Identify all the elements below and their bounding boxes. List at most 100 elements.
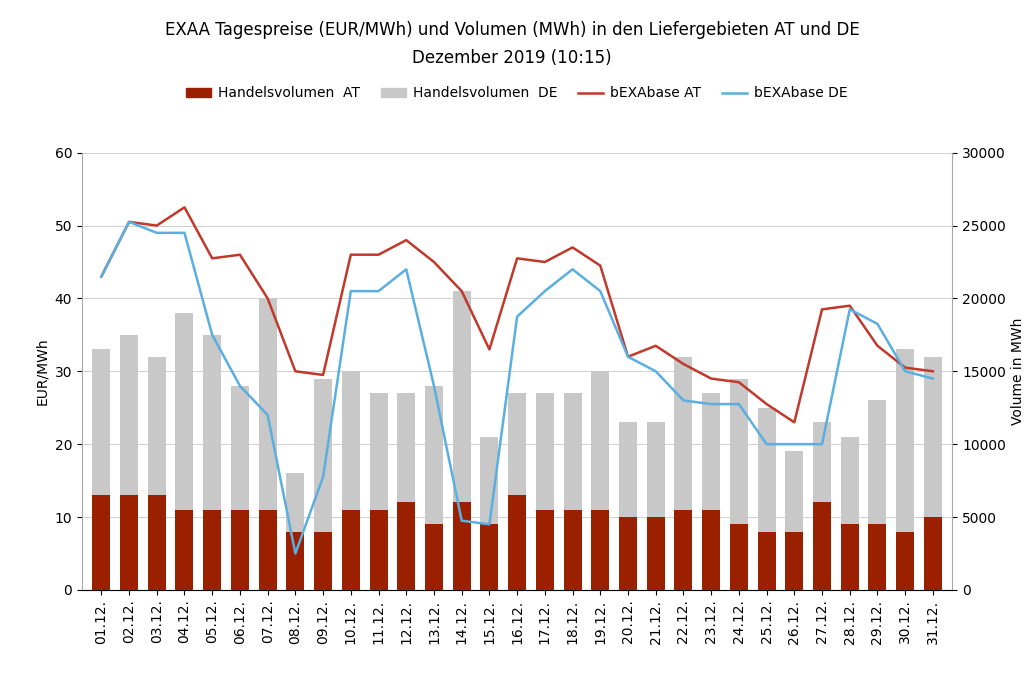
Bar	[813, 422, 831, 502]
Bar	[231, 509, 249, 590]
bEXAbase AT	[289, 367, 301, 375]
Bar	[92, 350, 111, 496]
bEXAbase AT	[95, 272, 108, 280]
bEXAbase DE	[428, 382, 440, 390]
bEXAbase AT	[511, 254, 523, 262]
bEXAbase AT	[705, 375, 717, 383]
bEXAbase DE	[566, 265, 579, 273]
Bar	[758, 407, 775, 532]
Bar	[536, 509, 554, 590]
bEXAbase DE	[289, 550, 301, 558]
Bar	[203, 509, 221, 590]
bEXAbase AT	[649, 341, 662, 350]
Bar	[480, 437, 499, 525]
Bar	[120, 335, 138, 496]
Y-axis label: EUR/MWh: EUR/MWh	[35, 337, 49, 405]
bEXAbase AT	[566, 244, 579, 252]
Bar	[730, 525, 748, 590]
Line: bEXAbase DE: bEXAbase DE	[101, 222, 933, 554]
bEXAbase AT	[428, 257, 440, 266]
Bar	[675, 509, 692, 590]
Bar	[259, 509, 276, 590]
bEXAbase AT	[816, 305, 828, 314]
bEXAbase AT	[345, 251, 357, 259]
Bar	[147, 496, 166, 590]
bEXAbase AT	[123, 218, 135, 226]
bEXAbase DE	[649, 367, 662, 375]
Bar	[314, 532, 332, 590]
bEXAbase AT	[233, 251, 246, 259]
bEXAbase AT	[151, 221, 163, 230]
bEXAbase DE	[261, 411, 273, 419]
Bar	[730, 379, 748, 525]
bEXAbase DE	[317, 473, 330, 481]
bEXAbase AT	[178, 203, 190, 212]
Bar	[397, 502, 416, 590]
Bar	[259, 298, 276, 509]
bEXAbase DE	[705, 400, 717, 408]
Bar	[868, 525, 887, 590]
bEXAbase AT	[871, 341, 884, 350]
Bar	[175, 509, 194, 590]
Bar	[785, 452, 803, 532]
Bar	[618, 517, 637, 590]
Bar	[813, 502, 831, 590]
bEXAbase DE	[483, 520, 496, 529]
Bar	[203, 335, 221, 509]
bEXAbase AT	[677, 359, 689, 368]
bEXAbase AT	[317, 371, 330, 379]
Bar	[120, 496, 138, 590]
bEXAbase AT	[373, 251, 385, 259]
bEXAbase AT	[539, 257, 551, 266]
Bar	[563, 393, 582, 509]
bEXAbase DE	[844, 305, 856, 314]
Bar	[841, 437, 859, 525]
bEXAbase DE	[456, 516, 468, 525]
bEXAbase DE	[927, 375, 939, 383]
bEXAbase AT	[594, 262, 606, 270]
bEXAbase DE	[733, 400, 745, 408]
Bar	[785, 532, 803, 590]
Bar	[841, 525, 859, 590]
Bar	[370, 509, 387, 590]
Bar	[702, 509, 720, 590]
bEXAbase DE	[539, 287, 551, 296]
Bar	[675, 357, 692, 509]
Bar	[175, 313, 194, 509]
bEXAbase DE	[95, 272, 108, 280]
Bar	[147, 357, 166, 496]
bEXAbase DE	[622, 353, 634, 361]
bEXAbase AT	[761, 400, 773, 408]
bEXAbase AT	[844, 301, 856, 310]
bEXAbase DE	[761, 440, 773, 448]
bEXAbase DE	[788, 440, 801, 448]
Bar	[618, 422, 637, 517]
bEXAbase AT	[400, 236, 413, 244]
bEXAbase DE	[373, 287, 385, 296]
Bar	[924, 517, 942, 590]
bEXAbase DE	[899, 367, 911, 375]
Bar	[702, 393, 720, 509]
bEXAbase DE	[206, 331, 218, 339]
Bar	[563, 509, 582, 590]
bEXAbase DE	[677, 396, 689, 405]
bEXAbase AT	[899, 364, 911, 372]
bEXAbase DE	[123, 218, 135, 226]
Bar	[287, 473, 304, 532]
Bar	[896, 532, 914, 590]
Bar	[591, 371, 609, 509]
Bar	[425, 525, 443, 590]
Legend: Handelsvolumen  AT, Handelsvolumen  DE, bEXAbase AT, bEXAbase DE: Handelsvolumen AT, Handelsvolumen DE, bE…	[181, 81, 853, 106]
bEXAbase DE	[511, 312, 523, 321]
Line: bEXAbase AT: bEXAbase AT	[101, 208, 933, 422]
bEXAbase AT	[483, 346, 496, 354]
bEXAbase DE	[151, 229, 163, 237]
Text: EXAA Tagespreise (EUR/MWh) und Volumen (MWh) in den Liefergebieten AT und DE: EXAA Tagespreise (EUR/MWh) und Volumen (…	[165, 21, 859, 39]
bEXAbase DE	[816, 440, 828, 448]
bEXAbase DE	[178, 229, 190, 237]
bEXAbase AT	[733, 378, 745, 387]
Bar	[370, 393, 387, 509]
Bar	[924, 357, 942, 517]
Bar	[342, 509, 359, 590]
Bar	[758, 532, 775, 590]
